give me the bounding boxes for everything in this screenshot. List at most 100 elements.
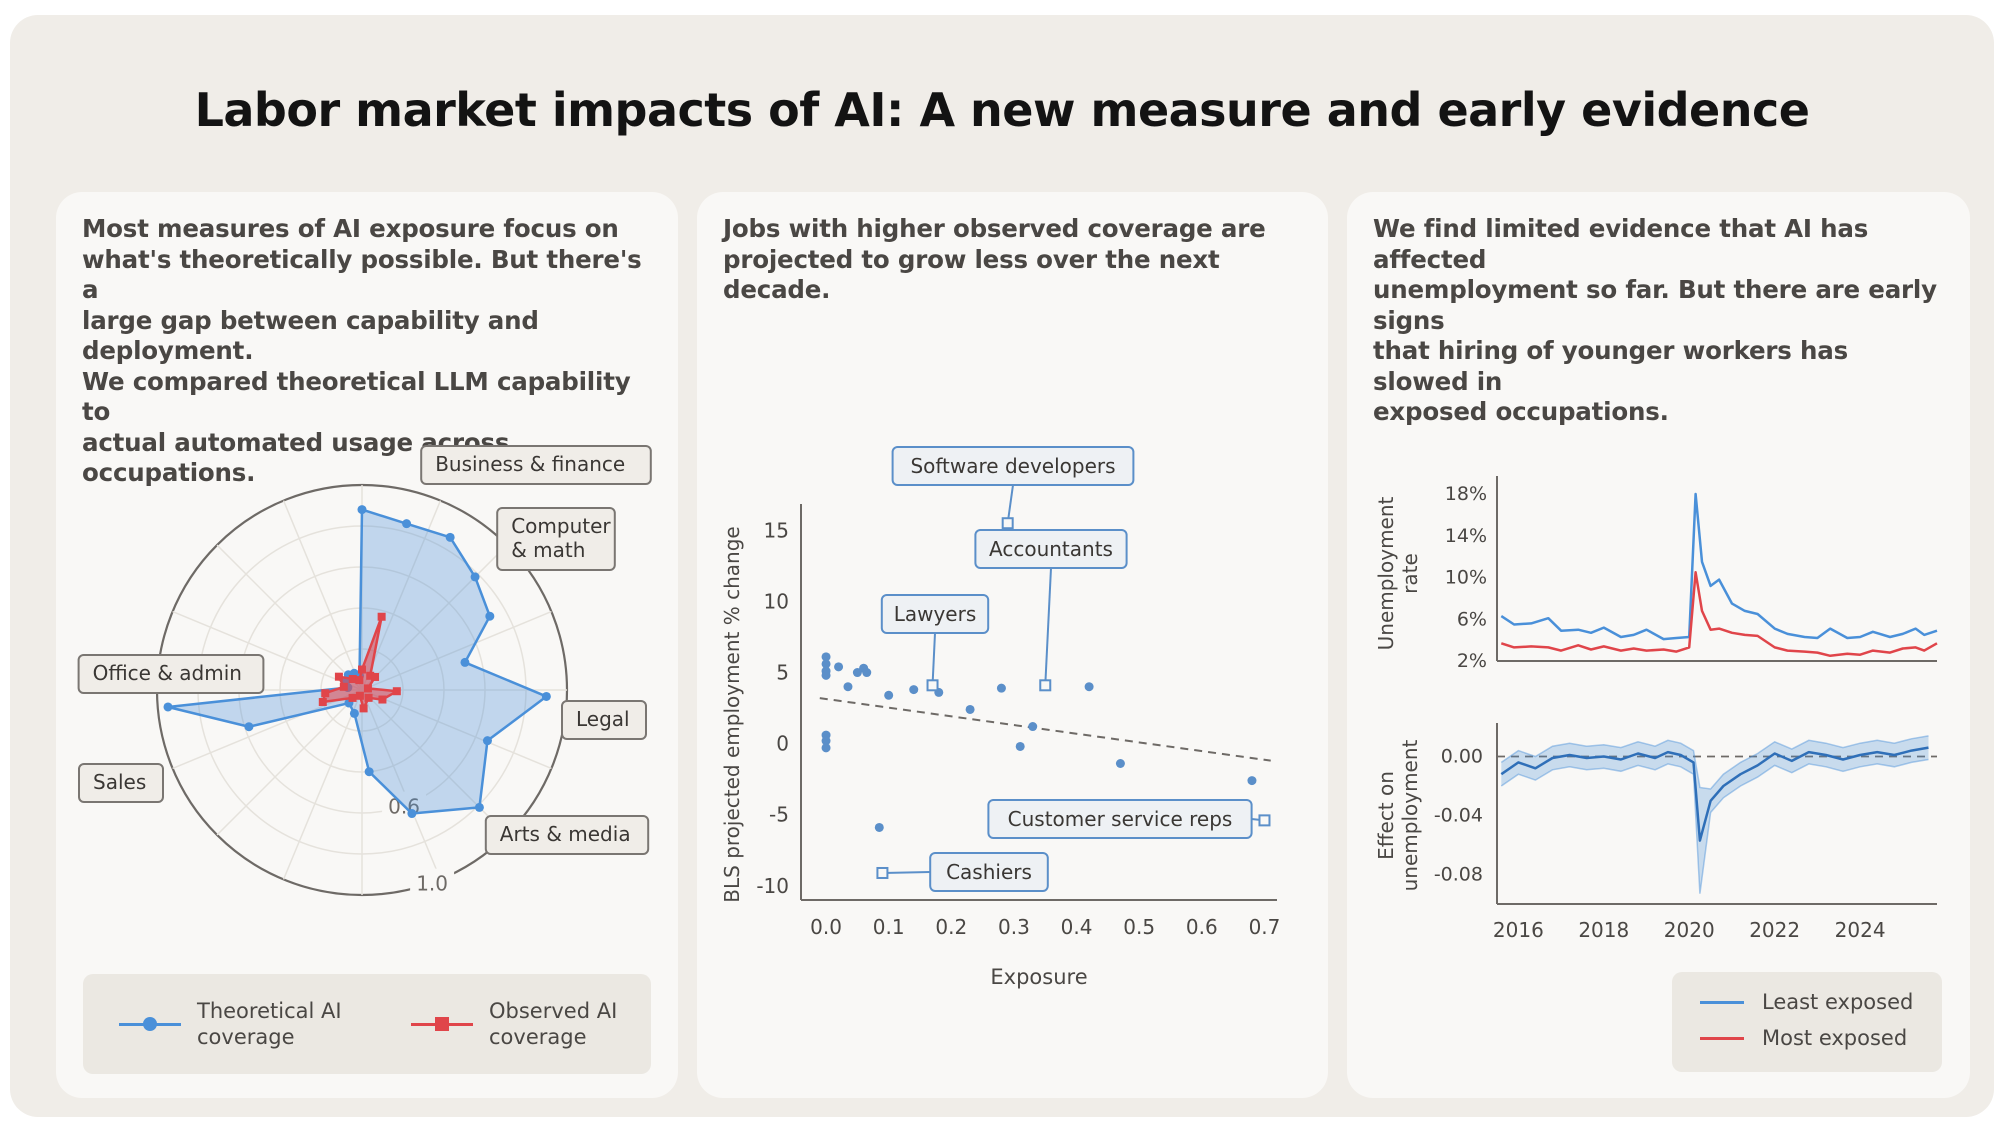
radar-point-theoretical: [460, 657, 470, 667]
scatter-x-tick-label: 0.0: [810, 915, 842, 939]
bottom-band-lower: [1500, 758, 1929, 894]
line-legend: Least exposed Most exposed: [1672, 972, 1942, 1072]
radar-point-observed: [355, 676, 364, 685]
radar-point-theoretical: [244, 722, 254, 732]
scatter-trend-line: [819, 697, 1271, 762]
legend-swatch-most-exposed: [1700, 1036, 1744, 1040]
scatter-point: [1247, 776, 1257, 786]
radar-point-observed: [392, 687, 401, 696]
radar-point-theoretical: [349, 708, 359, 718]
scatter-point: [843, 682, 853, 692]
scatter-highlight-leader: [1006, 484, 1014, 524]
radar-grid-spoke: [216, 689, 363, 836]
legend-item-most-exposed: Most exposed: [1700, 1025, 1907, 1051]
scatter-point: [834, 662, 844, 672]
panel-3-description: We find limited evidence that AI has aff…: [1373, 214, 1937, 426]
scatter-highlight: Accountants: [974, 529, 1128, 692]
scatter-point: [821, 659, 831, 669]
radar-point-theoretical: [470, 572, 480, 582]
bottom-x-tick-label: 2018: [1578, 918, 1629, 942]
scatter-highlight-leader: [882, 871, 931, 874]
scatter-highlight-label: Lawyers: [894, 602, 977, 626]
scatter-x-tick-label: 0.5: [1123, 915, 1155, 939]
scatter-highlight-box: [987, 799, 1253, 839]
scatter-point: [884, 690, 894, 700]
legend-label-observed: Observed AI coverage: [489, 999, 618, 1049]
legend-label-most-exposed: Most exposed: [1762, 1026, 1908, 1050]
radar-point-theoretical: [485, 611, 495, 621]
radar-point-theoretical: [445, 532, 455, 542]
legend-label-theoretical: Theoretical AI coverage: [197, 999, 342, 1049]
radar-point-observed: [355, 691, 364, 700]
radar-category-label-box: [78, 763, 164, 803]
top-y-tick-label: 18%: [1445, 483, 1487, 505]
legend-label-least-exposed: Least exposed: [1762, 990, 1914, 1014]
radar-point-observed: [321, 689, 330, 698]
scatter-highlight-box: [880, 594, 990, 634]
radar-category-label-text: Office & admin: [93, 661, 242, 685]
radar-point-observed: [363, 684, 372, 693]
scatter-y-tick-label: -5: [769, 803, 789, 827]
scatter-highlight-label: Software developers: [910, 454, 1115, 478]
scatter-point: [1028, 722, 1038, 732]
bottom-y-tick-label: -0.04: [1434, 805, 1483, 827]
radar-grid-spoke: [361, 544, 508, 691]
radar-point-observed: [366, 671, 375, 680]
scatter-x-tick-label: 0.6: [1186, 915, 1218, 939]
scatter-point: [909, 685, 919, 695]
radar-grid-spoke: [361, 689, 508, 836]
radar-category-label: Office & admin: [77, 654, 265, 694]
scatter-highlight: Cashiers: [876, 852, 1049, 892]
panel-2-description: Jobs with higher observed coverage are p…: [723, 214, 1266, 304]
scatter-y-axis-label: BLS projected employment % change: [720, 526, 744, 902]
page-title: Labor market impacts of AI: A new measur…: [194, 83, 1810, 137]
radar-grid-spoke: [361, 500, 442, 691]
scatter-x-tick-label: 0.7: [1249, 915, 1281, 939]
radar-tick-bg: [410, 868, 455, 895]
bottom-confidence-band: [1501, 735, 1929, 894]
radar-category-label-box: [484, 815, 650, 855]
radar-category-label-text: & math: [511, 538, 585, 562]
scatter-y-tick-label: 15: [764, 518, 789, 542]
scatter-point: [1015, 741, 1025, 751]
radar-category-label: Business & finance: [420, 445, 652, 485]
radar-category-label: Legal: [561, 700, 647, 740]
scatter-point: [821, 743, 831, 753]
bottom-y-tick-label: -0.08: [1434, 864, 1483, 886]
radar-point-theoretical: [541, 691, 551, 701]
radar-point-observed: [348, 675, 357, 684]
bottom-y-axis-label: Effect on: [1374, 771, 1398, 860]
scatter-point: [862, 668, 872, 678]
scatter-point: [821, 736, 831, 746]
radar-point-observed: [378, 695, 387, 704]
scatter-y-tick-label: 0: [776, 732, 789, 756]
top-y-tick-label: 6%: [1457, 608, 1487, 630]
top-series-most-exposed: [1500, 571, 1938, 658]
bottom-y-tick-label: 0.00: [1441, 746, 1483, 768]
bottom-series-effect: [1500, 746, 1929, 842]
panel-scatter: Jobs with higher observed coverage are p…: [697, 192, 1328, 1098]
scatter-highlight-label: Accountants: [989, 537, 1113, 561]
radar-point-theoretical: [402, 519, 412, 529]
top-y-tick-label: 14%: [1445, 525, 1487, 547]
radar-point-observed: [358, 665, 366, 674]
bottom-band-upper: [1500, 735, 1929, 790]
scatter-highlight-leader: [931, 632, 936, 686]
radar-point-observed: [339, 682, 348, 691]
top-y-tick-label: 10%: [1445, 567, 1487, 589]
radar-point-observed: [377, 612, 386, 621]
radar-category-label: Arts & media: [484, 815, 650, 855]
scatter-highlight-marker: [876, 866, 889, 879]
scatter-highlight-label: Customer service reps: [1008, 807, 1233, 831]
radar-grid-spoke: [172, 610, 363, 691]
radar-point-theoretical: [364, 767, 374, 777]
radar-legend: Theoretical AI coverage Observed AI cove…: [83, 974, 651, 1074]
scatter-highlight-marker: [1258, 814, 1271, 827]
radar-grid-spoke: [282, 689, 363, 880]
scatter-highlight-leader: [1044, 567, 1052, 686]
radar-point-theoretical: [482, 736, 492, 746]
top-series-least-exposed: [1500, 492, 1938, 641]
radar-point-observed: [318, 697, 327, 706]
radar-grid-spoke: [361, 610, 552, 691]
scatter-point: [821, 670, 831, 680]
